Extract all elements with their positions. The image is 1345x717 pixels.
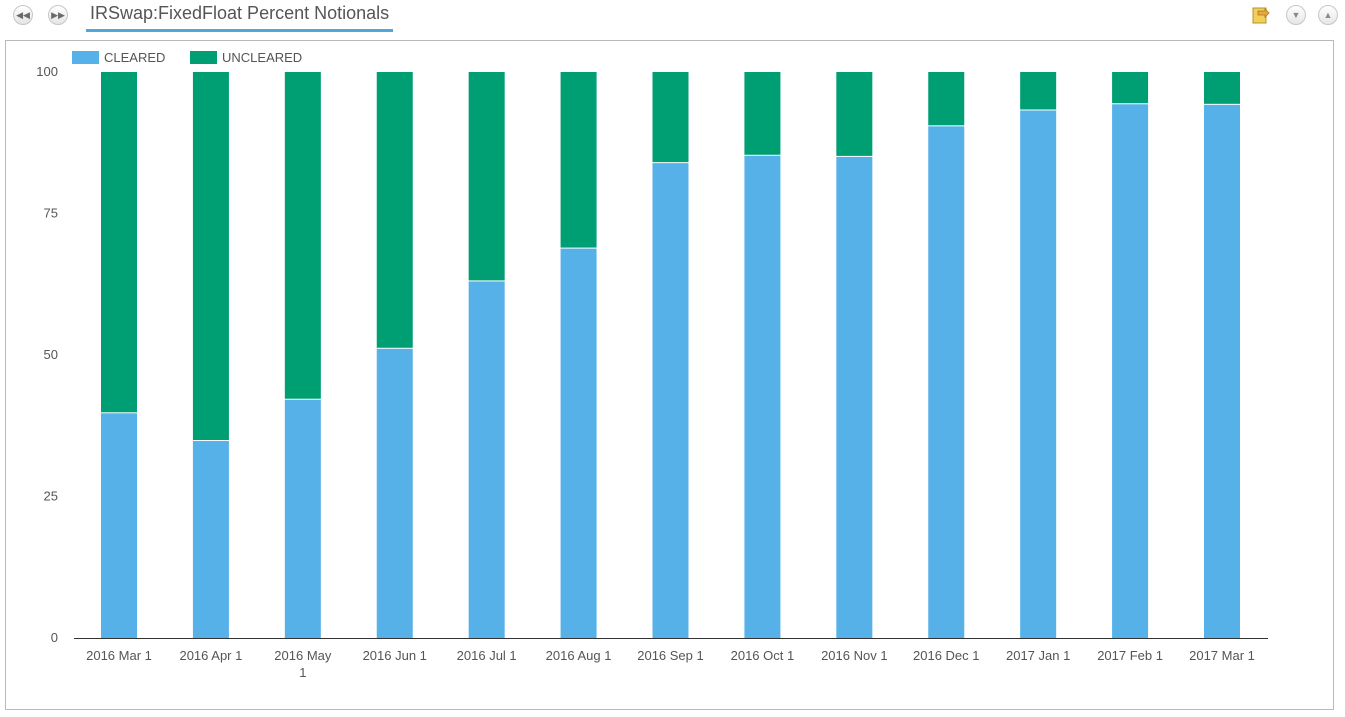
y-tick-label: 50: [44, 347, 58, 362]
chart-panel: 0 25 50 75 100 2016 Mar 1 2016 Apr 1 2016 May 1 2…: [5, 40, 1334, 710]
page-title: IRSwap:FixedFloat Percent Notionals: [90, 3, 390, 23]
bar-uncleared-7: [652, 72, 689, 163]
top-bar: ◀◀ ▶▶ IRSwap:FixedFloat Percent Notional…: [0, 0, 1345, 36]
legend-label-cleared: CLEARED: [104, 50, 165, 65]
x-tick-label: 2017 Mar 1: [1189, 648, 1255, 663]
x-tick-label-line: 2016 May: [274, 648, 332, 663]
bar-uncleared-9: [836, 72, 873, 156]
bar-uncleared-3: [284, 72, 321, 399]
bar-uncleared-13: [1204, 72, 1240, 104]
x-tick-label-line: 2017 Jan 1: [1006, 648, 1070, 663]
bar-cleared-1: [101, 413, 137, 638]
x-tick-label-line: 2017 Feb 1: [1097, 648, 1163, 663]
bar-cleared-3: [284, 399, 321, 638]
chevron-double-up-icon: ▲: [1323, 9, 1333, 20]
y-tick-label: 25: [44, 489, 58, 504]
x-tick-label: 2016 Aug 1: [546, 648, 612, 663]
export-icon: [1252, 7, 1270, 24]
x-tick-label: 2016 Oct 1: [731, 648, 795, 663]
y-tick-label: 100: [36, 64, 58, 79]
bar-uncleared-4: [376, 72, 413, 348]
x-tick-label-line: 2016 Oct 1: [731, 648, 795, 663]
x-tick-label: 2016 Sep 1: [637, 648, 704, 663]
x-tick-label-line: 2016 Apr 1: [179, 648, 242, 663]
bar-uncleared-8: [744, 72, 781, 155]
bar-cleared-6: [560, 248, 597, 639]
bar-uncleared-12: [1112, 72, 1149, 104]
bar-uncleared-2: [192, 72, 229, 441]
bar-cleared-12: [1112, 104, 1149, 638]
bar-cleared-2: [192, 441, 229, 638]
bar-cleared-7: [652, 163, 689, 638]
x-tick-label-line: 2016 Nov 1: [821, 648, 888, 663]
bar-cleared-5: [468, 281, 505, 638]
x-tick-label: 2017 Feb 1: [1097, 648, 1163, 663]
legend-swatch-uncleared: [190, 51, 217, 64]
chevron-double-down-icon: ▼: [1291, 9, 1301, 20]
x-tick-label-line: 2016 Mar 1: [86, 648, 152, 663]
bar-cleared-11: [1020, 110, 1057, 639]
bar-uncleared-5: [468, 72, 505, 281]
x-tick-label: 2016 Dec 1: [913, 648, 980, 663]
y-tick-label: 0: [51, 630, 58, 645]
x-tick-label: 2016 Jul 1: [457, 648, 517, 663]
x-tick-label: 2016 May 1: [274, 648, 332, 680]
x-tick-label: 2016 Mar 1: [86, 648, 152, 663]
x-tick-label: 2016 Jun 1: [363, 648, 427, 663]
x-tick-label: 2017 Jan 1: [1006, 648, 1070, 663]
legend-swatch-cleared: [72, 51, 99, 64]
x-tick-label-line: 2016 Jun 1: [363, 648, 427, 663]
x-tick-label-line: 2016 Dec 1: [913, 648, 980, 663]
collapse-button[interactable]: ▼: [1286, 5, 1306, 25]
x-tick-label-line: 2017 Mar 1: [1189, 648, 1255, 663]
bar-cleared-10: [928, 126, 965, 638]
x-tick-label: 2016 Apr 1: [179, 648, 242, 663]
bar-uncleared-6: [560, 72, 597, 248]
legend-label-uncleared: UNCLEARED: [222, 50, 302, 65]
previous-button[interactable]: ◀◀: [13, 5, 33, 25]
export-button[interactable]: [1251, 5, 1271, 25]
fast-forward-icon: ▶▶: [51, 9, 65, 20]
bar-uncleared-11: [1020, 72, 1057, 110]
y-tick-label: 75: [44, 206, 58, 221]
bar-cleared-8: [744, 155, 781, 638]
expand-button[interactable]: ▲: [1318, 5, 1338, 25]
bar-uncleared-1: [101, 72, 137, 413]
rewind-icon: ◀◀: [16, 9, 30, 20]
bar-cleared-13: [1204, 104, 1240, 638]
x-tick-label-line: 2016 Aug 1: [546, 648, 612, 663]
x-tick-label-line: 2016 Jul 1: [457, 648, 517, 663]
bar-cleared-9: [836, 156, 873, 638]
bar-uncleared-10: [928, 72, 965, 126]
x-tick-label-line: 2016 Sep 1: [637, 648, 704, 663]
next-button[interactable]: ▶▶: [48, 5, 68, 25]
x-tick-label-line: 1: [299, 665, 306, 680]
x-tick-label: 2016 Nov 1: [821, 648, 888, 663]
chart-title-tab[interactable]: IRSwap:FixedFloat Percent Notionals: [86, 0, 394, 32]
bar-cleared-4: [376, 348, 413, 638]
